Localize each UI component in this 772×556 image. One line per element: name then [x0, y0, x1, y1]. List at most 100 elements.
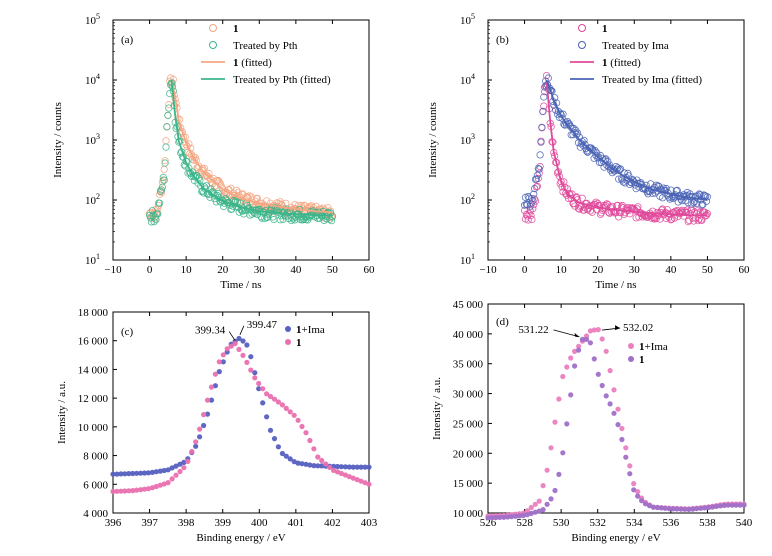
data-point [279, 450, 285, 457]
data-point [556, 471, 562, 477]
data-point [530, 190, 538, 198]
data-point [674, 506, 680, 512]
data-point [562, 121, 571, 129]
data-point [534, 164, 542, 173]
data-point [185, 164, 193, 172]
fitted-line-treated-by-pth-fitted- [170, 79, 333, 217]
y-tick-label: 104 [85, 72, 100, 87]
data-point [212, 383, 218, 389]
plot-frame [487, 303, 745, 514]
arrow-head [574, 332, 580, 337]
data-point [149, 469, 155, 475]
data-point [564, 421, 570, 427]
data-point [568, 355, 574, 361]
data-point [248, 354, 254, 360]
data-point [156, 199, 164, 207]
y-tick-label: 101 [460, 252, 475, 267]
x-tick-label: 403 [361, 517, 378, 529]
data-point [228, 343, 234, 349]
x-tick-label: 0 [522, 264, 528, 276]
data-point [587, 340, 594, 346]
data-point [737, 502, 743, 508]
data-point [358, 478, 364, 484]
data-point [642, 501, 649, 507]
data-point [578, 194, 586, 202]
data-point [278, 201, 286, 209]
data-point [201, 412, 207, 418]
data-point [591, 356, 597, 362]
x-tick-label: 398 [178, 517, 195, 529]
data-point [234, 188, 242, 196]
data-point [130, 470, 136, 477]
peak-arrow [239, 325, 245, 336]
data-point [527, 211, 535, 220]
y-tick-label: 20 000 [453, 448, 484, 460]
y-tick-label: 40 000 [453, 329, 484, 341]
data-point [604, 201, 612, 209]
x-tick-label: 40 [290, 264, 302, 276]
data-point [536, 508, 542, 514]
legend: 1 Treated by Pth 1 (fitted) Treated by Pth … [201, 23, 331, 86]
data-point [161, 159, 169, 167]
data-point [572, 348, 578, 354]
data-point [164, 111, 172, 119]
data-point [581, 140, 589, 148]
data-point [576, 343, 582, 349]
data-point [560, 450, 566, 456]
data-point [729, 502, 735, 508]
data-point [167, 81, 175, 89]
data-point [685, 216, 693, 224]
data-point [646, 503, 653, 509]
data-point [662, 505, 668, 511]
y-tick-label: 25 000 [453, 418, 484, 430]
x-tick-label: 20 [217, 264, 229, 276]
data-point [623, 445, 629, 451]
legend: 1 Treated by Ima 1 (fitted) Treated by Ima … [570, 23, 702, 86]
data-point [522, 210, 531, 219]
data-point [323, 461, 329, 467]
x-tick-label: 400 [251, 517, 268, 529]
y-tick-label: 18 000 [78, 307, 109, 319]
data-point [544, 501, 550, 507]
data-point [161, 157, 169, 165]
data-point [260, 400, 266, 406]
data-point [208, 397, 215, 403]
data-point [520, 512, 527, 519]
data-point [275, 399, 281, 405]
data-point [141, 470, 148, 476]
data-point [122, 488, 128, 494]
data-point [160, 176, 168, 184]
data-point [252, 370, 258, 376]
arrow-head [615, 325, 621, 331]
data-point [244, 359, 250, 365]
data-point [684, 218, 692, 226]
data-point [540, 483, 546, 489]
data-point [311, 446, 317, 452]
data-point [741, 502, 747, 508]
x-tick-label: −10 [479, 264, 497, 276]
legend-label: Treated by Pth (fitted) [233, 74, 331, 86]
data-point [615, 422, 621, 428]
data-point [126, 471, 132, 477]
data-point [658, 505, 664, 511]
data-point [193, 443, 199, 449]
x-tick-label: 0 [147, 264, 153, 276]
x-tick-label: 60 [364, 264, 376, 276]
data-point [307, 437, 313, 444]
data-point [595, 327, 601, 333]
data-point [526, 203, 534, 211]
data-point [173, 463, 179, 469]
data-point [603, 393, 609, 399]
data-point [528, 504, 534, 511]
data-point [271, 436, 278, 442]
data-point [157, 482, 163, 488]
data-point [141, 486, 148, 492]
plot-frame [487, 19, 745, 261]
data-point [264, 391, 270, 397]
data-point [165, 100, 173, 109]
data-point [276, 216, 284, 224]
data-point [587, 328, 594, 334]
